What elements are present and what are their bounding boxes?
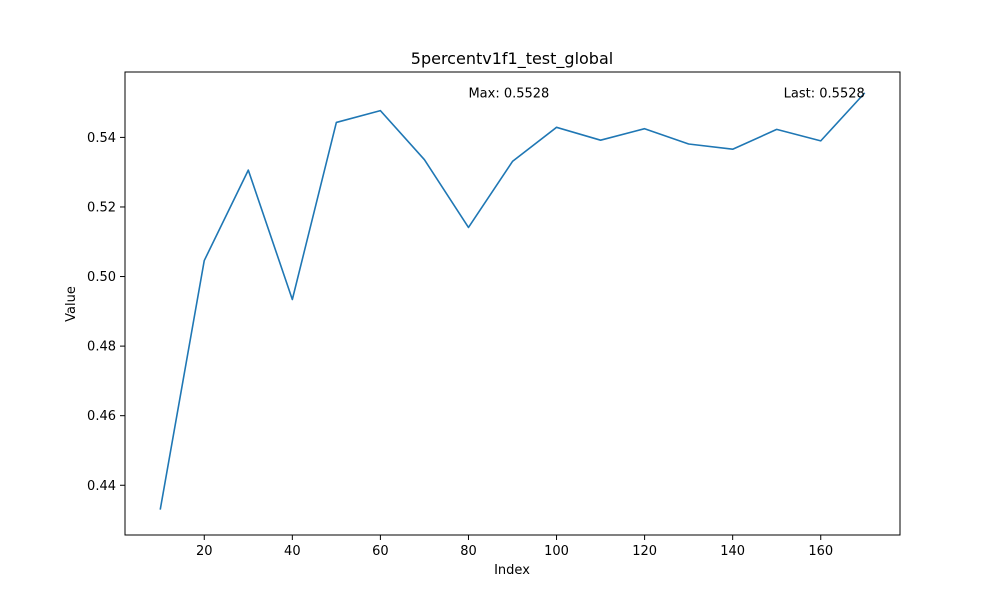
x-tick-label: 100 <box>544 544 569 559</box>
x-tick-label: 120 <box>632 544 657 559</box>
y-tick-label: 0.50 <box>87 270 116 285</box>
y-tick-label: 0.44 <box>87 479 116 494</box>
series-line <box>159 92 866 510</box>
x-tick-label: 40 <box>284 544 301 559</box>
x-tick-label: 80 <box>460 544 477 559</box>
y-tick-label: 0.46 <box>87 409 116 424</box>
chart-title: 5percentv1f1_test_global <box>411 49 613 69</box>
plot-area: 20 40 60 80 100 120 140 160 0.44 0.46 0.48 0.50 0.52… <box>87 71 901 559</box>
annotation-label: Last: 0.5528 <box>784 86 865 101</box>
x-tick-label: 160 <box>808 544 833 559</box>
y-tick-label: 0.48 <box>87 340 116 355</box>
x-tick-label: 140 <box>720 544 745 559</box>
y-axis-label: Value <box>64 286 79 322</box>
x-tick-label: 60 <box>372 544 389 559</box>
x-axis-label: Index <box>494 563 530 578</box>
y-tick-label: 0.54 <box>87 131 116 146</box>
plot-frame <box>124 71 901 536</box>
x-tick-label: 20 <box>196 544 213 559</box>
annotation-label: Max: 0.5528 <box>468 86 549 101</box>
y-tick-label: 0.52 <box>87 200 116 215</box>
